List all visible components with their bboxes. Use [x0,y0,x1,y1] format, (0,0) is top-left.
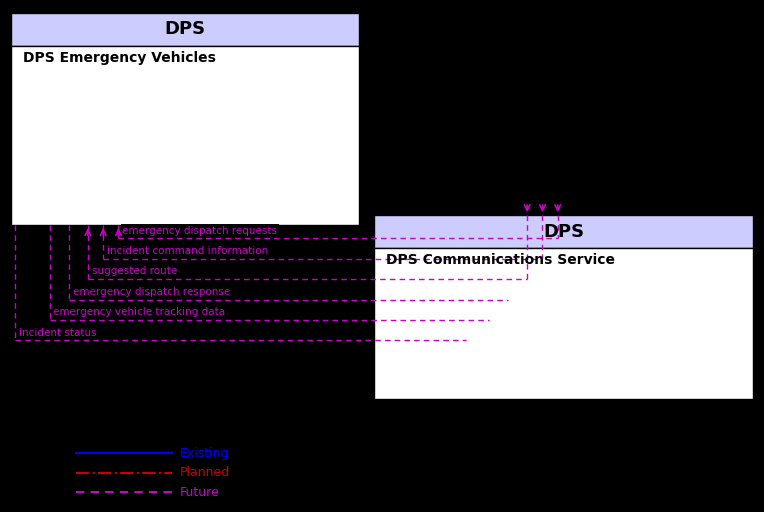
Text: DPS Emergency Vehicles: DPS Emergency Vehicles [23,51,215,65]
Text: DPS: DPS [165,20,206,38]
Bar [374,215,753,248]
Text: Future: Future [180,485,219,499]
Bar [11,13,359,46]
Text: Existing: Existing [180,446,229,460]
Text: emergency vehicle tracking data: emergency vehicle tracking data [53,307,225,317]
Text: emergency dispatch response: emergency dispatch response [73,287,230,297]
Text: incident status: incident status [19,328,97,338]
Text: incident command information: incident command information [107,246,268,256]
Text: DPS: DPS [543,223,584,241]
Bar [11,46,359,225]
Text: Planned: Planned [180,466,230,479]
Bar [374,248,753,399]
Text: suggested route: suggested route [92,266,177,276]
Text: DPS Communications Service: DPS Communications Service [386,253,615,267]
Text: emergency dispatch requests: emergency dispatch requests [122,225,277,236]
